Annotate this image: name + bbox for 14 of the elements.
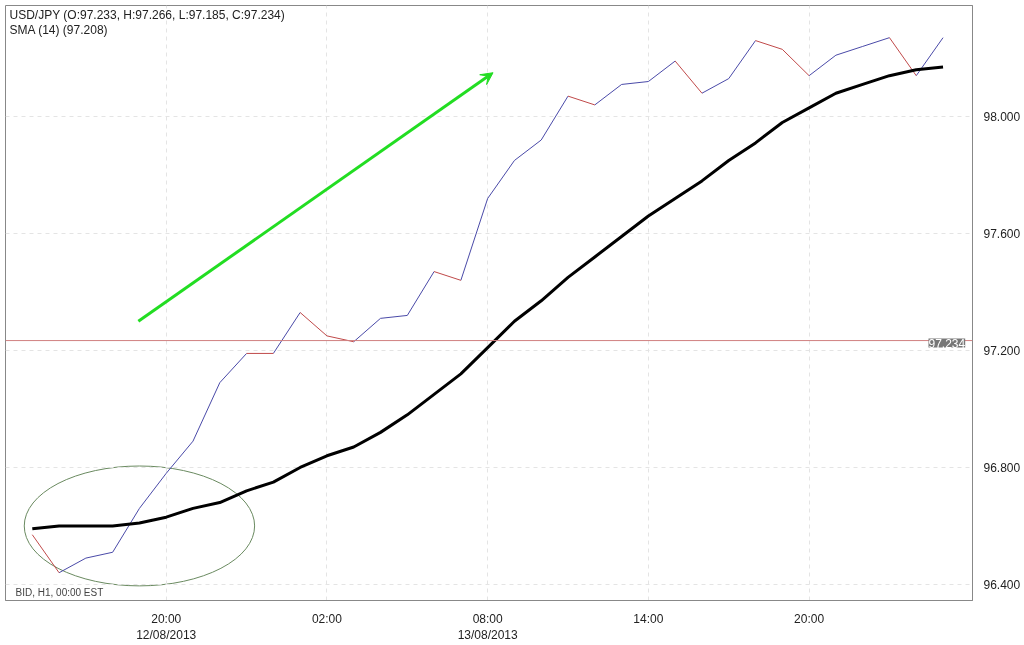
y-tick-label: 97.600 — [983, 227, 1021, 242]
annotation: BID, H1, 00:00 EST — [15, 586, 104, 598]
annotation: USD/JPY (O:97.233, H:97.266, L:97.185, C:97.234) — [9, 7, 285, 22]
y-tick-label: 97.200 — [983, 344, 1021, 359]
x-tick-label: 20:00 — [794, 611, 825, 626]
ref-line-label: 97.234 — [928, 336, 966, 351]
x-tick-label: 14:00 — [633, 611, 664, 626]
y-tick-label: 96.800 — [983, 460, 1021, 475]
x-tick-label: 20:00 12/08/2013 — [136, 611, 197, 643]
y-tick-label: 98.000 — [983, 110, 1021, 125]
x-tick-label: 02:00 — [311, 611, 343, 626]
annotation: SMA (14) (97.208) — [9, 22, 108, 37]
x-tick-label: 08:00 13/08/2013 — [457, 611, 519, 643]
y-tick-label: 96.400 — [983, 577, 1021, 592]
